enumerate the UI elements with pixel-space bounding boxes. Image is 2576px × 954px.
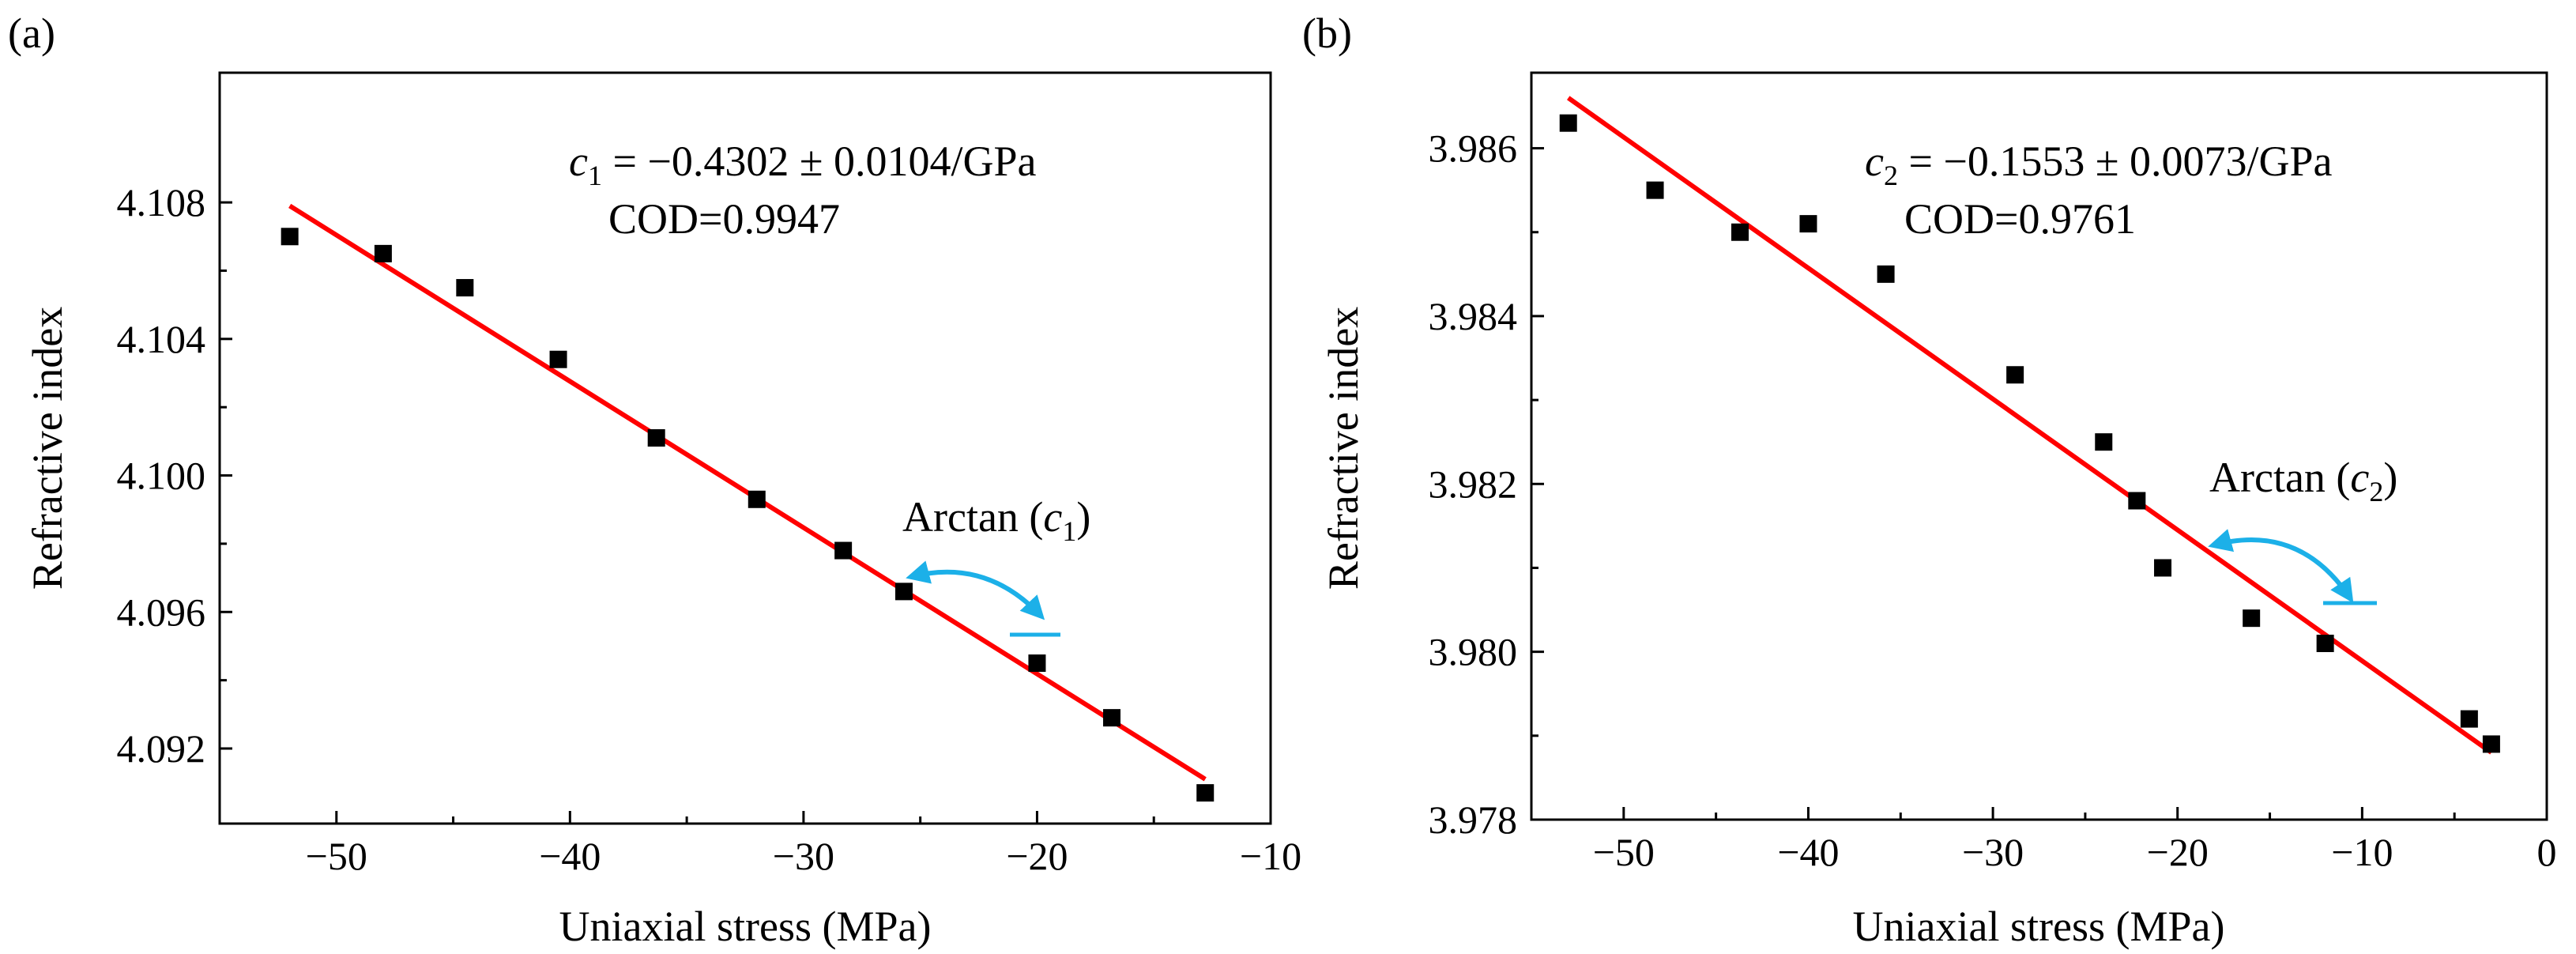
x-tick-label: 0 — [2537, 830, 2557, 874]
y-axis-title-b: Refractive index — [1320, 307, 1367, 590]
fit-line-a — [288, 203, 1207, 782]
panel-label-b: (b) — [1302, 9, 1352, 57]
x-axis-title-b: Uniaxial stress (MPa) — [1853, 903, 2225, 950]
data-point — [2128, 492, 2146, 510]
x-axis-ticks-a: −50 −40 −30 −20 −10 — [306, 811, 1301, 878]
y-axis-ticks-a: 4.092 4.096 4.100 4.104 4.108 — [117, 180, 232, 771]
fit-var-a: c — [569, 138, 588, 185]
y-axis-ticks-b: 3.978 3.980 3.982 3.984 3.986 — [1429, 126, 1544, 842]
data-point — [647, 429, 665, 447]
data-point — [1103, 709, 1121, 727]
x-tick-label: −30 — [1962, 830, 2024, 874]
arctan-sub-b: 2 — [2369, 476, 2383, 507]
x-tick-label: −40 — [539, 834, 601, 878]
y-tick-label: 4.104 — [117, 317, 206, 361]
fit-sub-a: 1 — [588, 160, 602, 191]
cod-text-a: COD=0.9947 — [608, 195, 840, 243]
arctan-label-a: Arctan (c1) — [902, 493, 1090, 547]
data-points-b — [1559, 114, 2500, 753]
data-point — [549, 350, 567, 368]
arctan-prefix-a: Arctan ( — [902, 493, 1043, 541]
arctan-arrow-b — [2208, 529, 2354, 603]
fit-value-b: = −0.1553 ± 0.0073/GPa — [1898, 138, 2333, 185]
fit-sub-b: 2 — [1884, 160, 1898, 191]
fit-equation-a: c1 = −0.4302 ± 0.0104/GPa — [569, 138, 1037, 191]
arctan-suffix-b: ) — [2383, 454, 2397, 501]
data-point — [2095, 433, 2113, 451]
plot-frame-a — [218, 71, 1272, 825]
data-point — [2482, 735, 2500, 753]
x-tick-label: −50 — [1593, 830, 1655, 874]
data-point — [1196, 784, 1215, 802]
x-tick-label: −40 — [1777, 830, 1839, 874]
arctan-prefix-b: Arctan ( — [2209, 454, 2350, 501]
y-tick-label: 4.100 — [117, 454, 206, 498]
arctan-suffix-a: ) — [1076, 493, 1090, 541]
x-tick-label: −30 — [773, 834, 834, 878]
data-point — [894, 583, 913, 601]
panel-label-a: (a) — [8, 9, 55, 57]
panel-b: (b) −50 −40 −30 −20 −10 0 3.978 3.980 3.982 3.98… — [1302, 9, 2557, 950]
y-tick-label: 4.096 — [117, 590, 206, 634]
y-tick-label: 3.984 — [1429, 294, 1518, 338]
data-point — [748, 490, 766, 508]
data-point — [1559, 114, 1577, 132]
arctan-var-a: c — [1043, 493, 1062, 541]
x-tick-label: −20 — [1006, 834, 1068, 878]
cod-text-b: COD=0.9761 — [1904, 195, 2136, 243]
y-axis-title-a: Refractive index — [24, 307, 71, 590]
fit-equation-b: c2 = −0.1553 ± 0.0073/GPa — [1865, 138, 2333, 191]
panel-a: (a) −50 −40 −30 −20 −10 4.092 4.096 4.100 4.104… — [8, 9, 1301, 950]
fit-line-b — [1566, 96, 2493, 755]
arctan-label-b: Arctan (c2) — [2209, 454, 2397, 507]
x-axis-title-a: Uniaxial stress (MPa) — [559, 903, 932, 950]
data-point — [2243, 609, 2261, 628]
plot-frame-b — [1530, 71, 2548, 821]
x-tick-label: −50 — [306, 834, 367, 878]
data-point — [1028, 654, 1046, 673]
data-point — [2006, 366, 2024, 384]
data-point — [2460, 710, 2478, 728]
arctan-arrow-a — [906, 560, 1045, 620]
data-point — [2154, 559, 2172, 577]
x-tick-label: −20 — [2147, 830, 2209, 874]
data-point — [2316, 635, 2334, 653]
arctan-var-b: c — [2350, 454, 2369, 501]
x-tick-label: −10 — [1240, 834, 1301, 878]
data-point — [1646, 181, 1664, 199]
fit-var-b: c — [1865, 138, 1884, 185]
y-tick-label: 4.092 — [117, 726, 206, 771]
data-point — [1799, 215, 1817, 233]
y-tick-label: 3.982 — [1429, 462, 1518, 506]
y-tick-label: 3.980 — [1429, 630, 1518, 674]
x-axis-ticks-b: −50 −40 −30 −20 −10 0 — [1593, 807, 2557, 874]
data-point — [456, 279, 474, 297]
y-tick-label: 3.986 — [1429, 126, 1518, 171]
fit-value-a: = −0.4302 ± 0.0104/GPa — [602, 138, 1037, 185]
data-points-a — [281, 228, 1215, 802]
data-point — [1877, 265, 1895, 283]
data-point — [281, 228, 299, 246]
data-point — [374, 244, 392, 262]
data-point — [1731, 223, 1749, 241]
y-tick-label: 3.978 — [1429, 798, 1518, 842]
arctan-sub-a: 1 — [1062, 515, 1076, 547]
data-point — [834, 541, 853, 560]
x-tick-label: −10 — [2331, 830, 2393, 874]
y-tick-label: 4.108 — [117, 180, 206, 224]
